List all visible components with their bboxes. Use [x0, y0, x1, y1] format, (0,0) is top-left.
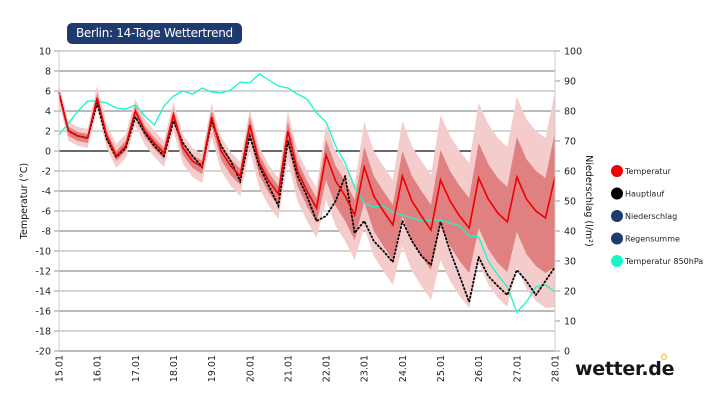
- y2-tick-label: 50: [564, 197, 576, 208]
- axes: 1086420-2-4-6-8-10-12-14-16-18-201009080…: [35, 47, 582, 383]
- series-line-temperatur-850hpa: [58, 73, 556, 314]
- y-tick-label: -4: [42, 187, 51, 198]
- y-tick-label: -18: [35, 327, 51, 338]
- y-tick-label: -2: [42, 167, 51, 178]
- x-tick-label: 24.01: [398, 355, 409, 382]
- x-tick-label: 21.01: [283, 355, 294, 382]
- y2-tick-label: 90: [564, 77, 576, 88]
- x-tick-label: 20.01: [245, 355, 256, 382]
- y-tick-label: -8: [42, 227, 51, 238]
- legend-swatch: [611, 165, 623, 177]
- x-tick-label: 17.01: [131, 355, 142, 382]
- logo-dot-icon: [661, 354, 667, 360]
- x-tick-label: 27.01: [512, 355, 523, 382]
- y2-tick-label: 30: [564, 257, 576, 268]
- y2-tick-label: 70: [564, 137, 576, 148]
- y-tick-label: 0: [45, 147, 51, 158]
- legend-swatch: [611, 255, 623, 267]
- y-tick-label: -6: [42, 207, 51, 218]
- legend-swatch: [611, 187, 623, 200]
- y-axis-label: Temperatur (°C): [19, 163, 30, 240]
- legend: Temperatur Hauptlauf Niederschlag Regensumm…: [611, 165, 703, 267]
- legend-swatch: [611, 232, 623, 245]
- y2-tick-label: 10: [564, 317, 576, 328]
- y2-tick-label: 80: [564, 107, 576, 118]
- chart-title: Berlin: 14-Tage Wettertrend: [67, 23, 242, 44]
- legend-label: Temperatur 850hPa: [624, 257, 703, 266]
- x-tick-label: 23.01: [360, 355, 371, 382]
- x-tick-label: 22.01: [322, 355, 333, 382]
- y2-tick-label: 60: [564, 167, 576, 178]
- y-tick-label: -20: [35, 347, 51, 358]
- legend-label: Temperatur: [624, 167, 672, 176]
- y-tick-label: 10: [39, 47, 51, 58]
- series-line-hauptlauf: [58, 92, 556, 306]
- y-tick-label: -12: [35, 267, 51, 278]
- legend-label: Hauptlauf: [625, 190, 664, 199]
- series-line-temperatur: [58, 92, 556, 233]
- x-tick-label: 15.01: [55, 355, 66, 382]
- legend-label: Niederschlag: [625, 212, 677, 221]
- wetter-de-logo: wetter.de: [575, 358, 675, 380]
- y2-tick-label: 40: [564, 227, 576, 238]
- y2-tick-label: 20: [564, 287, 576, 298]
- x-tick-label: 16.01: [93, 355, 104, 382]
- legend-swatch: [611, 210, 623, 222]
- x-tick-label: 28.01: [551, 355, 562, 382]
- y-tick-label: 8: [45, 67, 51, 78]
- y2-tick-label: 100: [564, 47, 582, 58]
- y-tick-label: 4: [45, 107, 51, 118]
- x-tick-label: 26.01: [474, 355, 485, 382]
- y2-axis-label: Niederschlag (l/m²): [583, 155, 594, 246]
- y-tick-label: 2: [45, 127, 51, 138]
- y-tick-label: -16: [35, 307, 51, 318]
- x-tick-label: 25.01: [436, 355, 447, 382]
- x-tick-label: 19.01: [207, 355, 218, 382]
- y2-tick-label: 0: [564, 347, 570, 358]
- legend-label: Regensumme: [625, 235, 680, 244]
- y-tick-label: 6: [45, 87, 51, 98]
- series-lines: [58, 73, 556, 314]
- y-tick-label: -14: [35, 287, 51, 298]
- y-tick-label: -10: [35, 247, 51, 258]
- x-tick-label: 18.01: [169, 355, 180, 382]
